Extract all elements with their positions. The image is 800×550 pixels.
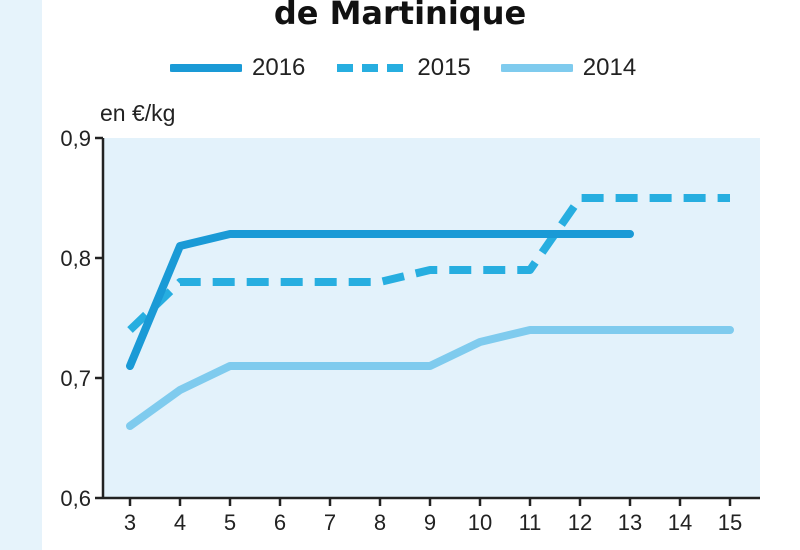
x-tick-label: 7 xyxy=(324,510,336,535)
x-tick-label: 12 xyxy=(568,510,592,535)
legend-item-2015: 2015 xyxy=(335,54,471,82)
x-tick-label: 4 xyxy=(174,510,186,535)
y-unit-label: en €/kg xyxy=(100,100,176,126)
legend-item-2014: 2014 xyxy=(500,54,637,82)
y-tick-label: 0,9 xyxy=(60,126,91,151)
x-tick-label: 9 xyxy=(424,510,436,535)
chart-title: de Martinique xyxy=(273,0,527,32)
legend-swatch-2014 xyxy=(500,64,573,72)
x-tick-label: 10 xyxy=(468,510,492,535)
legend-label-2015: 2015 xyxy=(417,54,471,81)
legend-swatch-2016 xyxy=(170,64,242,72)
x-tick-label: 5 xyxy=(224,510,236,535)
legend-swatch-2015 xyxy=(337,64,406,72)
x-tick-label: 13 xyxy=(618,510,642,535)
plot-area xyxy=(103,138,760,498)
legend-label-2014: 2014 xyxy=(582,54,637,81)
x-tick-label: 8 xyxy=(374,510,386,535)
legend-label-2016: 2016 xyxy=(252,54,306,81)
x-tick-label: 3 xyxy=(124,510,136,535)
legend-item-2016: 2016 xyxy=(170,54,305,82)
x-tick-label: 11 xyxy=(519,510,542,535)
x-tick-label: 14 xyxy=(668,510,692,535)
y-tick-label: 0,7 xyxy=(60,366,91,391)
y-tick-label: 0,8 xyxy=(60,246,91,271)
y-tick-label: 0,6 xyxy=(60,486,91,511)
x-tick-label: 15 xyxy=(718,510,742,535)
x-tick-label: 6 xyxy=(274,510,286,535)
legend: 2016 2015 2014 xyxy=(170,50,666,86)
